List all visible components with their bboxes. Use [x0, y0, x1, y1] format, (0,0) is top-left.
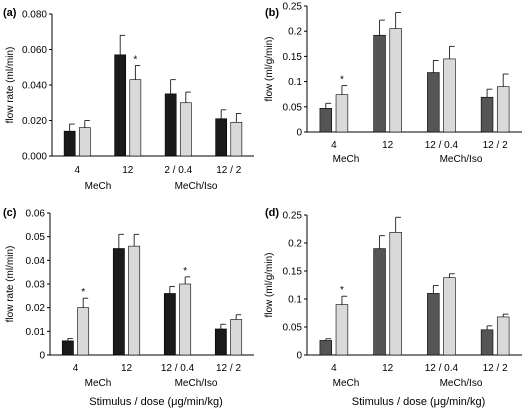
panel-b-bar — [480, 96, 494, 133]
panel-c-label: (c) — [3, 207, 17, 219]
panel-c-y-tick-label: 0.04 — [26, 256, 46, 267]
panel-c-y-tick-label: 0.03 — [26, 280, 46, 291]
panel-a-bar — [78, 127, 91, 157]
panel-b-bar — [319, 108, 333, 133]
panel-d-bar — [319, 340, 333, 356]
panel-a-dose-label: 12 — [122, 165, 134, 176]
panel-b-label: (b) — [265, 7, 279, 19]
panel-c-bar — [112, 248, 125, 356]
panel-d-group-label: MeCh — [333, 378, 360, 389]
panel-a-y-tick-label: 0.020 — [22, 116, 47, 127]
panel-c-group-label: MeCh/Iso — [175, 378, 218, 389]
panel-b-bar — [335, 94, 349, 133]
panel-b-bar — [496, 86, 510, 133]
panel-c-dose-label: 12 — [121, 363, 133, 374]
panel-d-y-tick-label: 0.15 — [283, 267, 303, 278]
panel-b-group-label: MeCh/Iso — [440, 154, 483, 165]
panel-b-significance-star: * — [340, 75, 344, 86]
panel-a-bar — [164, 93, 177, 157]
panel-d-dose-label: 12 — [382, 363, 394, 374]
panel-c-bar — [77, 307, 90, 356]
panel-a-y-tick-label: 0.060 — [22, 45, 47, 56]
panel-c-bar — [179, 283, 192, 356]
panel-d-bar — [389, 232, 402, 356]
panel-a-y-tick-label: 0.080 — [22, 10, 47, 21]
panel-a-y-tick-label: 0.040 — [22, 81, 47, 92]
panel-b-bar — [427, 72, 440, 133]
panel-c-y-tick-label: 0.05 — [26, 232, 46, 243]
panel-b-dose-label: 12 — [382, 140, 394, 151]
panel-d-dose-label: 4 — [331, 363, 337, 374]
panel-b-y-tick-label: 0.05 — [283, 102, 303, 113]
panel-d-dose-label: 12 / 0.4 — [425, 363, 459, 374]
panel-d-y-tick-label: 0 — [296, 351, 302, 362]
panel-b-dose-label: 12 / 2 — [483, 140, 508, 151]
panel-a-group-label: MeCh — [85, 181, 112, 192]
panel-a-bar — [230, 121, 243, 157]
panel-d-bar — [427, 293, 440, 356]
panel-a-label: (a) — [3, 7, 17, 19]
panel-d-bar — [335, 304, 349, 356]
panel-a-bar — [215, 118, 228, 157]
panel-c-y-tick-label: 0.06 — [26, 209, 46, 220]
panel-a-bar — [129, 79, 142, 157]
panel-a-dose-label: 12 / 2 — [216, 165, 241, 176]
panel-a-y-axis-title: flow rate (ml/min) — [5, 47, 16, 124]
panel-d-y-tick-label: 0.2 — [288, 239, 302, 250]
panel-d-group-label: MeCh/Iso — [440, 378, 483, 389]
panel-c-bar — [128, 245, 141, 356]
panel-d-significance-star: * — [340, 285, 344, 296]
panel-b-group-label: MeCh — [333, 154, 360, 165]
panel-b-y-tick-label: 0.25 — [283, 2, 303, 13]
panel-a-bar — [63, 130, 76, 157]
panel-a-bar — [114, 54, 127, 157]
panel-d-bar — [496, 316, 510, 356]
panel-b-y-axis-title: flow (ml/g/min) — [264, 36, 275, 101]
panel-a-dose-label: 2 / 0.4 — [164, 165, 192, 176]
panel-c-significance-star: * — [183, 266, 187, 277]
panel-c-y-tick-label: 0.01 — [26, 327, 46, 338]
panel-c-y-tick-label: 0 — [39, 351, 45, 362]
panel-b-y-tick-label: 0.15 — [283, 52, 303, 63]
panel-b-dose-label: 4 — [331, 140, 337, 151]
panel-c-dose-label: 4 — [73, 363, 79, 374]
panel-c-bar — [214, 328, 227, 356]
panel-d-x-axis-title: Stimulus / dose (μg/min/kg) — [352, 396, 486, 408]
panel-a-y-tick-label: 0.000 — [22, 152, 47, 163]
panel-a-bar — [179, 102, 192, 157]
panel-c-x-axis-title: Stimulus / dose (μg/min/kg) — [89, 396, 223, 408]
panel-c-bar — [61, 340, 74, 356]
panel-c-bar — [163, 293, 176, 356]
panel-d-y-tick-label: 0.1 — [288, 295, 302, 306]
panel-c-group-label: MeCh — [85, 378, 112, 389]
panel-d-bar — [443, 277, 456, 356]
panel-c-y-tick-label: 0.02 — [26, 303, 46, 314]
panel-b-dose-label: 12 / 0.4 — [425, 140, 459, 151]
panel-a-significance-star: * — [133, 54, 137, 65]
panel-b-y-tick-label: 0.1 — [288, 77, 302, 88]
panel-d-dose-label: 12 / 2 — [483, 363, 508, 374]
panel-d-bar — [373, 248, 386, 356]
panel-d-y-tick-label: 0.25 — [283, 211, 303, 222]
panel-c-dose-label: 12 / 2 — [216, 363, 241, 374]
panel-b-bar — [389, 28, 402, 133]
panel-d-y-tick-label: 0.05 — [283, 323, 303, 334]
panel-b-y-tick-label: 0.2 — [288, 27, 302, 38]
panel-b-bar — [443, 58, 456, 133]
panel-c-significance-star: * — [81, 287, 85, 298]
panel-b-bar — [373, 34, 386, 133]
panel-d-bar — [480, 329, 494, 356]
panel-a-dose-label: 4 — [74, 165, 80, 176]
panel-c-bar — [230, 319, 243, 356]
panel-c-dose-label: 12 / 0.4 — [161, 363, 195, 374]
panel-b-y-tick-label: 0 — [296, 128, 302, 139]
panel-c-y-axis-title: flow rate (ml/min) — [5, 246, 16, 323]
panel-d-label: (d) — [265, 207, 279, 219]
panel-a-group-label: MeCh/Iso — [175, 181, 218, 192]
panel-d-y-axis-title: flow (ml/g/min) — [264, 252, 275, 317]
